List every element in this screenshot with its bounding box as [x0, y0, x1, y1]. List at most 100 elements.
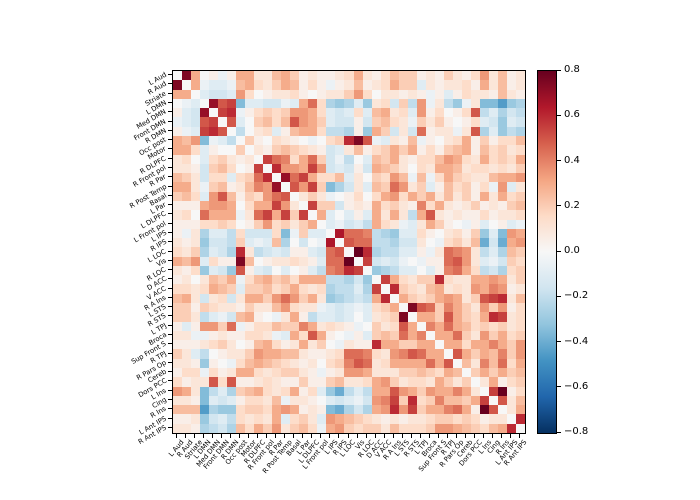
heatmap-cell: [452, 117, 462, 127]
heatmap-cell: [407, 358, 417, 369]
heatmap-cell: [506, 219, 516, 229]
heatmap-cell: [497, 210, 507, 220]
y-tick-mark: [168, 111, 172, 113]
heatmap-cell: [443, 71, 453, 81]
heatmap-cell: [488, 414, 498, 424]
heatmap-cell: [353, 135, 363, 146]
heatmap-cell: [191, 108, 201, 118]
heatmap-cell: [263, 238, 273, 248]
colorbar-tick-mark: [557, 341, 561, 342]
heatmap-cell: [245, 405, 255, 415]
heatmap-cell: [497, 247, 507, 257]
heatmap-cell: [308, 173, 318, 183]
heatmap-cell: [470, 423, 480, 433]
heatmap-cell: [362, 126, 372, 136]
heatmap-cell: [344, 405, 354, 415]
heatmap-cell: [407, 145, 417, 155]
heatmap-cell: [470, 210, 480, 220]
heatmap-cell: [209, 173, 219, 183]
heatmap-cell: [200, 349, 210, 359]
heatmap-cell: [236, 265, 246, 276]
heatmap-cell: [182, 210, 192, 220]
heatmap-cell: [263, 191, 273, 201]
heatmap-cell: [254, 145, 264, 155]
heatmap-cell: [389, 191, 399, 201]
heatmap-cell: [182, 321, 192, 331]
heatmap-cell: [497, 89, 507, 99]
heatmap-cell: [416, 117, 426, 127]
heatmap-cell: [506, 98, 516, 109]
heatmap-cell: [380, 80, 390, 90]
heatmap-cell: [290, 423, 300, 433]
heatmap-cell: [425, 321, 435, 331]
heatmap-cell: [326, 219, 336, 229]
heatmap-cell: [299, 145, 309, 155]
heatmap-cell: [191, 293, 201, 304]
heatmap-cell: [200, 98, 210, 109]
heatmap-cell: [200, 284, 210, 294]
x-tick-mark: [284, 434, 286, 438]
heatmap-cell: [353, 358, 363, 369]
heatmap-cell: [182, 349, 192, 359]
heatmap-cell: [506, 293, 516, 304]
heatmap-cell: [182, 135, 192, 146]
y-tick-mark: [168, 352, 172, 354]
heatmap-cell: [398, 358, 408, 369]
heatmap-cell: [200, 377, 210, 387]
heatmap-cell: [425, 358, 435, 369]
heatmap-cell: [173, 135, 183, 146]
heatmap-cell: [353, 80, 363, 90]
x-tick-mark: [500, 434, 502, 438]
heatmap-cell: [497, 405, 507, 415]
heatmap-cell: [479, 423, 489, 433]
heatmap-cell: [272, 126, 282, 136]
y-tick-mark: [168, 389, 172, 391]
heatmap-cell: [227, 182, 237, 192]
heatmap-cell: [272, 284, 282, 294]
heatmap-cell: [371, 89, 381, 99]
heatmap-cell: [389, 228, 399, 239]
heatmap-cell: [434, 154, 444, 164]
heatmap-cell: [317, 330, 327, 341]
heatmap-cell: [398, 284, 408, 294]
heatmap-cell: [470, 135, 480, 146]
heatmap-cell: [263, 330, 273, 341]
heatmap-cell: [362, 210, 372, 220]
heatmap-cell: [245, 312, 255, 322]
heatmap-cell: [443, 108, 453, 118]
heatmap-cell: [263, 154, 273, 164]
heatmap-cell: [362, 330, 372, 341]
heatmap-cell: [200, 135, 210, 146]
heatmap-cell: [245, 117, 255, 127]
heatmap-cell: [398, 80, 408, 90]
heatmap-cell: [245, 358, 255, 369]
heatmap-cell: [335, 349, 345, 359]
heatmap-cell: [272, 135, 282, 146]
heatmap-cell: [398, 321, 408, 331]
heatmap-cell: [227, 238, 237, 248]
heatmap-cell: [434, 368, 444, 378]
heatmap-cell: [182, 182, 192, 192]
heatmap-cell: [326, 265, 336, 276]
heatmap-cell: [218, 358, 228, 369]
heatmap-cell: [236, 358, 246, 369]
heatmap-cell: [380, 414, 390, 424]
heatmap-cell: [506, 191, 516, 201]
heatmap-cell: [299, 358, 309, 369]
heatmap-cell: [407, 154, 417, 164]
heatmap-cell: [317, 284, 327, 294]
colorbar-tick-label: 0.6: [564, 109, 580, 121]
heatmap-cell: [182, 330, 192, 341]
heatmap-cell: [506, 108, 516, 118]
heatmap-cell: [191, 377, 201, 387]
heatmap-cell: [254, 321, 264, 331]
heatmap-cell: [317, 358, 327, 369]
heatmap-cell: [497, 108, 507, 118]
heatmap-cell: [209, 126, 219, 136]
heatmap-cell: [380, 340, 390, 350]
heatmap-cell: [407, 377, 417, 387]
heatmap-cell: [416, 173, 426, 183]
heatmap-cell: [398, 293, 408, 304]
heatmap-cell: [209, 358, 219, 369]
heatmap-cell: [254, 89, 264, 99]
